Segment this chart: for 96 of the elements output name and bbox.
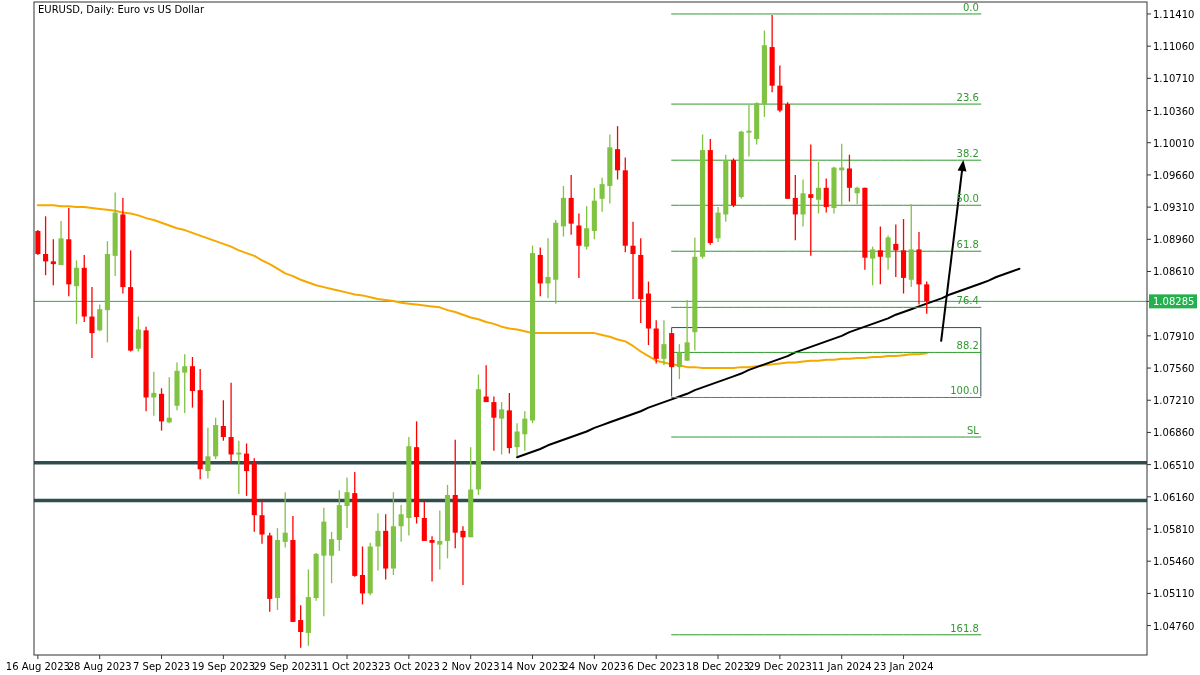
candlestick: [499, 401, 505, 456]
candlestick: [746, 104, 752, 158]
candlestick: [808, 143, 814, 257]
x-tick-label: 6 Dec 2023: [627, 661, 685, 672]
y-tick-label: 1.07560: [1153, 363, 1195, 375]
y-tick-label: 1.08610: [1153, 266, 1195, 278]
series-label: 100.0: [950, 385, 979, 397]
candlestick: [800, 178, 806, 228]
candlestick: [661, 319, 667, 366]
candlestick: [375, 512, 381, 572]
series-label: 38.2: [956, 148, 979, 160]
series-label: 23.6: [956, 92, 979, 104]
candlestick: [437, 509, 443, 571]
candlestick: [491, 395, 497, 452]
candlestick: [228, 382, 234, 465]
y-tick-label: 1.07210: [1153, 395, 1195, 407]
y-tick-label: 1.08960: [1153, 234, 1195, 246]
y-tick-label: 1.06860: [1153, 427, 1195, 439]
candlestick: [429, 535, 435, 583]
series-label: 61.8: [956, 239, 979, 251]
candlestick: [630, 221, 636, 300]
candlestick: [244, 442, 250, 497]
candlestick: [823, 177, 829, 214]
x-tick-label: 2 Nov 2023: [441, 661, 500, 672]
candlestick: [421, 500, 427, 542]
y-tick-label: 1.07910: [1153, 330, 1195, 342]
candlestick: [514, 422, 520, 457]
candlestick: [599, 177, 605, 213]
x-tick-label: 23 Oct 2023: [377, 661, 440, 672]
y-tick-label: 1.11060: [1153, 41, 1195, 53]
candlestick: [815, 161, 822, 215]
candlestick: [676, 343, 682, 380]
candlestick: [877, 225, 883, 285]
candlestick: [398, 504, 404, 543]
candlestick: [684, 299, 690, 362]
y-tick-label: 1.05110: [1153, 588, 1195, 600]
candlestick: [460, 525, 466, 586]
candlestick: [220, 399, 226, 442]
x-tick-label: 14 Nov 2023: [500, 661, 565, 672]
candlestick: [73, 259, 80, 325]
y-tick-label: 1.11410: [1153, 8, 1195, 20]
candlestick: [522, 410, 528, 452]
series-label: 161.8: [950, 622, 979, 634]
y-tick-label: 1.10710: [1153, 73, 1195, 85]
x-tick-label: 28 Aug 2023: [67, 661, 132, 672]
candlestick: [50, 238, 56, 286]
candlestick: [182, 353, 188, 414]
candlestick: [885, 234, 891, 271]
x-tick-label: 29 Dec 2023: [747, 661, 812, 672]
candlestick: [792, 174, 798, 241]
candlestick: [615, 125, 621, 181]
x-tick-label: 11 Oct 2023: [316, 661, 378, 672]
candlestick: [584, 205, 590, 251]
line-series: [516, 267, 1021, 459]
candlestick: [282, 491, 288, 549]
candlestick: [924, 280, 930, 315]
candlestick: [236, 440, 242, 495]
series-label: 88.2: [956, 340, 979, 352]
x-tick-label: 29 Sep 2023: [253, 661, 317, 672]
candlestick: [846, 154, 852, 203]
x-tick-label: 19 Sep 2023: [191, 661, 256, 672]
candlestick: [205, 427, 211, 480]
candlestick: [35, 229, 41, 256]
y-tick-label: 1.06510: [1153, 459, 1195, 471]
chart-title: EURUSD, Daily: Euro vs US Dollar: [38, 4, 205, 15]
y-tick-label: 1.10010: [1153, 137, 1195, 149]
candlestick: [259, 498, 265, 545]
candlestick: [870, 246, 876, 286]
x-tick-label: 23 Jan 2024: [873, 661, 934, 672]
candlestick: [576, 212, 582, 279]
y-tick-label: 1.09660: [1153, 169, 1195, 181]
series-label: 0.0: [962, 1, 979, 13]
y-tick-label: 1.09310: [1153, 202, 1195, 214]
y-tick-label: 1.08285: [1153, 296, 1195, 308]
candlestick: [298, 604, 304, 649]
y-tick-label: 1.10360: [1153, 105, 1195, 117]
line-series: [36, 204, 928, 370]
x-tick-label: 7 Sep 2023: [133, 661, 191, 672]
x-tick-label: 11 Jan 2024: [811, 661, 872, 672]
y-tick-label: 1.04760: [1153, 620, 1195, 632]
y-tick-label: 1.05810: [1153, 524, 1195, 535]
x-tick-label: 24 Nov 2023: [562, 661, 627, 672]
candlestick: [97, 303, 103, 332]
candlestick: [135, 315, 141, 353]
candlestick: [43, 215, 49, 276]
candlestick: [89, 286, 95, 359]
candlestick: [344, 476, 350, 529]
series-label: SL: [966, 425, 980, 437]
candlestick: [893, 223, 899, 278]
candlestick: [545, 237, 551, 299]
candlestick: [359, 545, 366, 606]
candlestick: [329, 531, 335, 584]
x-tick-label: 18 Dec 2023: [686, 661, 750, 672]
y-tick-label: 1.06160: [1153, 491, 1195, 503]
y-tick-label: 1.05460: [1153, 556, 1195, 568]
x-tick-label: 16 Aug 2023: [5, 661, 70, 672]
